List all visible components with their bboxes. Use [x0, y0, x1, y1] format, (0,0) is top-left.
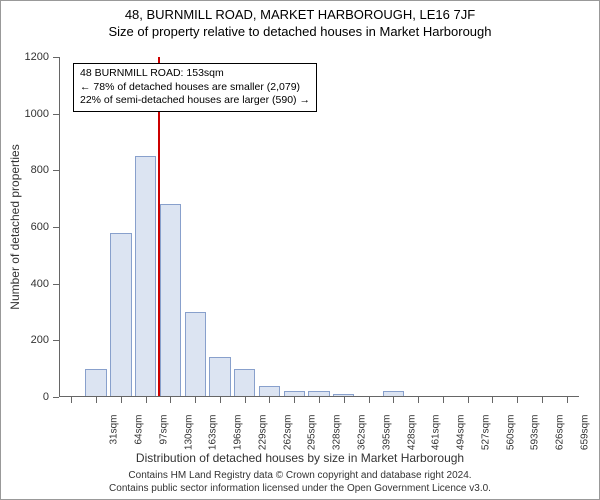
x-tick-label: 229sqm [257, 415, 268, 461]
footer-line-2: Contains public sector information licen… [109, 483, 491, 496]
x-tick-label: 494sqm [456, 415, 467, 461]
x-tick [319, 397, 320, 403]
x-tick-label: 560sqm [505, 415, 516, 461]
y-tick [53, 397, 59, 398]
x-tick [294, 397, 295, 403]
x-tick [195, 397, 196, 403]
x-tick-label: 196sqm [233, 415, 244, 461]
x-tick [567, 397, 568, 403]
y-tick-label: 200 [1, 334, 49, 346]
chart-subtitle: Size of property relative to detached ho… [1, 22, 599, 39]
x-tick-label: 461sqm [431, 415, 442, 461]
x-tick-label: 31sqm [109, 415, 120, 461]
histogram-bar [85, 369, 106, 397]
x-axis-line [59, 396, 579, 397]
x-tick [269, 397, 270, 403]
x-tick [418, 397, 419, 403]
x-tick-label: 593sqm [530, 415, 541, 461]
x-tick-label: 295sqm [307, 415, 318, 461]
x-tick [542, 397, 543, 403]
x-tick-label: 527sqm [480, 415, 491, 461]
x-tick-label: 328sqm [332, 415, 343, 461]
info-line-3: 22% of semi-detached houses are larger (… [80, 94, 310, 108]
x-tick [121, 397, 122, 403]
y-tick-label: 400 [1, 278, 49, 290]
x-tick [146, 397, 147, 403]
footer: Contains HM Land Registry data © Crown c… [109, 470, 491, 495]
x-tick [245, 397, 246, 403]
x-tick-label: 64sqm [134, 415, 145, 461]
x-tick-label: 626sqm [555, 415, 566, 461]
x-tick [71, 397, 72, 403]
histogram-bar [110, 233, 131, 397]
x-tick-label: 428sqm [406, 415, 417, 461]
chart-title: 48, BURNMILL ROAD, MARKET HARBOROUGH, LE… [1, 1, 599, 22]
x-tick [220, 397, 221, 403]
x-tick [393, 397, 394, 403]
histogram-bar [234, 369, 255, 397]
x-tick [468, 397, 469, 403]
x-tick-label: 659sqm [579, 415, 590, 461]
x-tick [344, 397, 345, 403]
x-tick-label: 362sqm [357, 415, 368, 461]
histogram-bar [135, 156, 156, 397]
info-box: 48 BURNMILL ROAD: 153sqm ← 78% of detach… [73, 63, 317, 112]
chart-container: 48, BURNMILL ROAD, MARKET HARBOROUGH, LE… [0, 0, 600, 500]
histogram-bar [209, 357, 230, 397]
y-tick-label: 0 [1, 391, 49, 403]
info-line-1: 48 BURNMILL ROAD: 153sqm [80, 67, 310, 81]
y-tick-label: 1200 [1, 51, 49, 63]
histogram-bar [185, 312, 206, 397]
x-tick-label: 262sqm [282, 415, 293, 461]
info-line-2: ← 78% of detached houses are smaller (2,… [80, 81, 310, 95]
x-tick [517, 397, 518, 403]
x-tick [170, 397, 171, 403]
y-tick-label: 1000 [1, 108, 49, 120]
y-tick-label: 800 [1, 164, 49, 176]
x-tick [96, 397, 97, 403]
x-tick-label: 130sqm [183, 415, 194, 461]
x-tick-label: 163sqm [208, 415, 219, 461]
x-tick [443, 397, 444, 403]
x-tick-label: 97sqm [158, 415, 169, 461]
footer-line-1: Contains HM Land Registry data © Crown c… [109, 470, 491, 483]
x-tick-label: 395sqm [381, 415, 392, 461]
histogram-bar [160, 204, 181, 397]
x-tick [492, 397, 493, 403]
x-tick [369, 397, 370, 403]
y-tick-label: 600 [1, 221, 49, 233]
y-axis-line [59, 57, 60, 397]
